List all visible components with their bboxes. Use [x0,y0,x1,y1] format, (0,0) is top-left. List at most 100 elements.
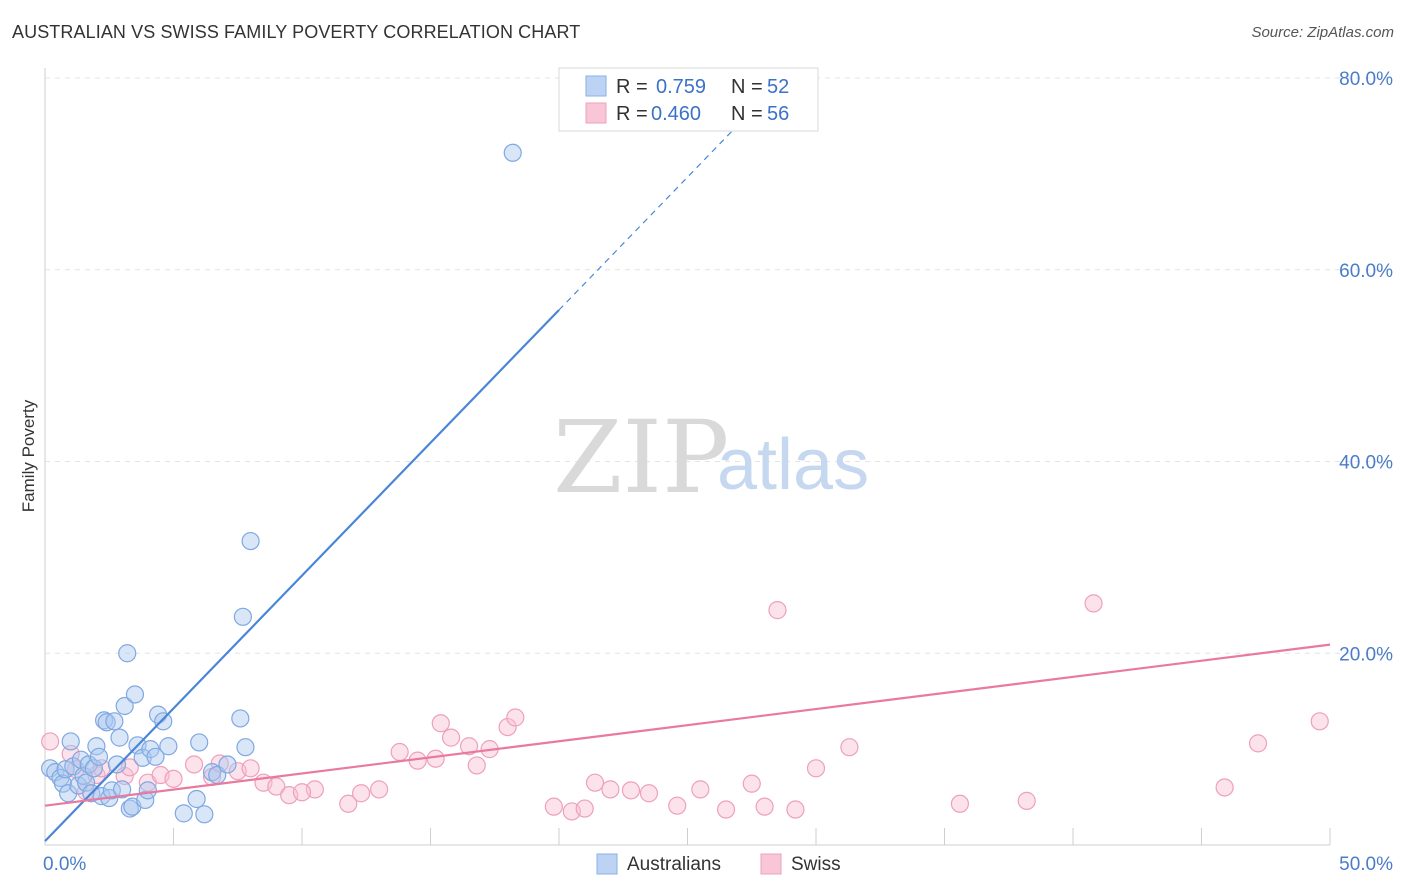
swiss-point [467,756,486,775]
australians-point [120,799,139,818]
australians-point [233,607,252,626]
australians-point [202,763,222,782]
watermark-atlas: atlas [717,425,869,505]
legend-n-value-1: 52 [767,76,789,98]
y-tick-label-40: 40.0% [1339,453,1393,474]
australians-point [236,738,255,757]
legend-swatch-australians [585,75,607,97]
swiss-point [691,780,710,799]
swiss-point [1017,791,1036,810]
source-credit: Source: ZipAtlas.com [1251,24,1394,41]
swiss-point [1215,778,1234,797]
swiss-point [426,749,445,768]
bottom-legend-australians: Australians [627,854,721,875]
swiss-point [352,784,371,803]
australians-point [241,531,260,551]
australians-point [61,732,80,751]
swiss-point [267,777,286,796]
swiss-point [786,800,805,819]
y-tick-labels: 20.0% 40.0% 60.0% 80.0% [1339,69,1393,665]
legend-n-label-1: N = [731,76,763,98]
australians-point [115,696,134,716]
legend-r-label-1: R = [616,76,648,98]
swiss-point [544,797,563,816]
swiss-point [601,780,620,799]
swiss-point [742,774,761,793]
swiss-point [585,773,605,792]
swiss-point [41,732,60,751]
swiss-point [292,783,312,802]
australians-point [107,755,127,774]
swiss-point [716,800,736,819]
bottom-legend-swatch-australians [596,853,618,875]
australians-point [110,728,129,747]
bottom-legend-swatch-swiss [760,853,782,875]
gridlines [45,77,1393,654]
australians-point [195,805,214,824]
australians-point [187,789,206,809]
watermark-zip: ZIP [553,399,729,516]
swiss-point [668,796,687,815]
australians-point [87,737,106,756]
swiss-point [950,794,970,813]
swiss-point [370,780,389,799]
swiss-point [441,728,461,747]
swiss-point [431,714,450,733]
swiss-point [241,759,260,778]
y-tick-label-60: 60.0% [1339,261,1393,282]
legend-r-label-2: R = [616,103,648,125]
australians-point [138,781,157,800]
australians-point [77,773,96,792]
australians-point [154,712,173,731]
legend-n-label-2: N = [731,103,763,125]
swiss-point [840,738,859,757]
swiss-point [459,737,479,756]
legend-r-value-1: 0.759 [656,76,706,98]
australians-point [218,755,237,774]
australians-point [125,685,145,704]
swiss-point [506,708,525,727]
swiss-points [41,594,1329,821]
swiss-point [1248,734,1268,753]
swiss-point [768,601,787,620]
swiss-point [1310,712,1329,731]
x-tick-label-max: 50.0% [1339,854,1393,875]
swiss-point [621,781,641,800]
swiss-point [164,769,183,788]
australians-point [118,644,137,663]
swiss-point [1084,594,1103,613]
legend-box: R = 0.759 N = 52 R = 0.460 N = 56 [558,67,819,132]
australians-point [97,713,116,732]
y-axis-label: Family Poverty [19,399,38,512]
swiss-point [639,784,659,803]
australians-trend-extension [558,123,740,311]
australians-point [84,759,103,778]
australians-point [503,143,522,162]
swiss-point [806,759,826,778]
australians-points [41,143,522,824]
bottom-legend-swiss: Swiss [791,854,841,875]
australians-point [105,712,124,731]
swiss-point [339,794,358,813]
chart-title: AUSTRALIAN VS SWISS FAMILY POVERTY CORRE… [12,22,581,42]
australians-point [53,774,73,793]
legend-r-value-2: 0.460 [651,103,701,125]
trend-lines [44,123,1331,842]
australians-trend-line [44,309,560,842]
x-tick-marks [173,828,1331,845]
legend-n-value-2: 56 [767,103,789,125]
y-tick-label-80: 80.0% [1339,69,1393,90]
australians-point [190,733,209,752]
australians-point [146,747,165,766]
australians-point [159,737,178,756]
legend-swatch-swiss [585,102,607,124]
australians-point [174,804,193,823]
swiss-point [390,742,409,762]
bottom-legend: Australians Swiss [596,853,841,875]
swiss-point [498,717,517,737]
swiss-point [755,797,774,816]
australians-point [89,747,109,766]
swiss-point [184,755,204,774]
y-tick-label-20: 20.0% [1339,644,1393,665]
australians-point [231,709,250,728]
